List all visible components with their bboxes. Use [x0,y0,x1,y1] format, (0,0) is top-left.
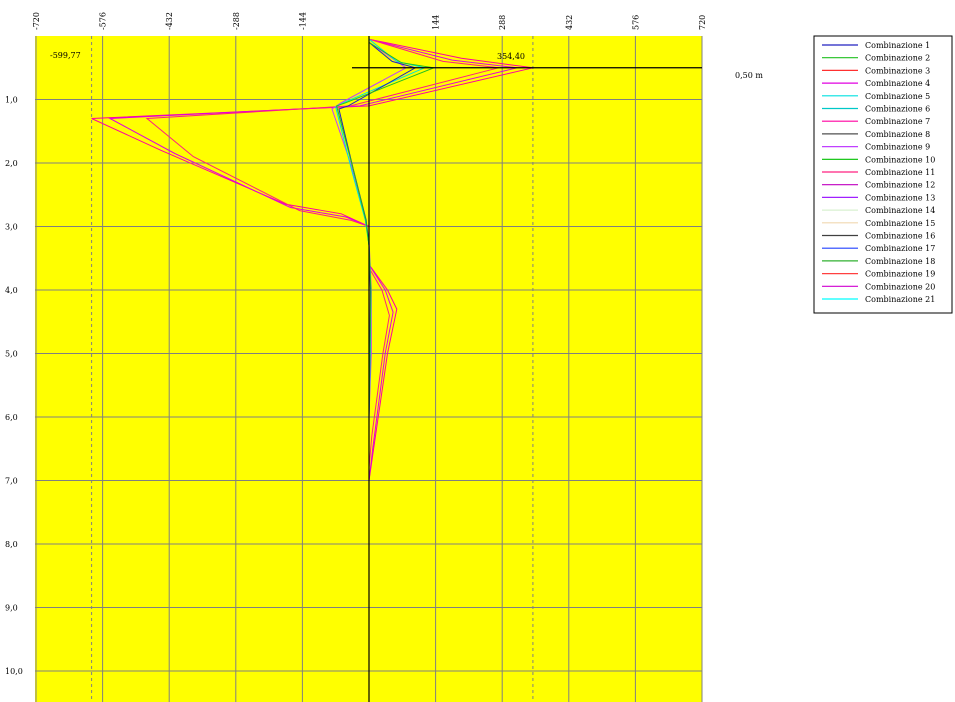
legend-entry: Combinazione 17 [865,244,935,253]
legend-entry: Combinazione 14 [865,206,935,215]
max-value-label: 354,40 [497,52,525,61]
level-label: 0,50 m [735,71,763,80]
curve-line [145,38,499,697]
min-max-guides [91,36,534,702]
axes [352,36,702,702]
legend-entry: Combinazione 4 [865,79,930,88]
legend-entry: Combinazione 13 [865,193,935,202]
y-tick-label: 6,0 [5,413,18,422]
legend-entry: Combinazione 8 [865,130,930,139]
legend-entry: Combinazione 15 [865,219,935,228]
y-tick-label: 9,0 [5,604,18,613]
legend-entry: Combinazione 6 [865,105,930,114]
x-tick-label: -288 [232,12,241,30]
legend-entry: Combinazione 18 [865,257,935,266]
x-tick-label: -144 [298,12,307,30]
min-value-label: -599,77 [50,51,81,60]
curve-line [91,38,534,697]
annotations: -599,77 354,40 0,50 m [50,51,763,80]
y-tick-label: 2,0 [5,159,18,168]
curve-line [335,41,436,697]
y-tick-labels: 1,0 2,0 3,0 4,0 5,0 6,0 7,0 8,0 9,0 10,0 [5,96,23,677]
legend-entry: Combinazione 1 [865,41,930,50]
y-tick-label: 1,0 [5,96,18,105]
y-tick-label: 7,0 [5,477,18,486]
legend: Combinazione 1 Combinazione 2 Combinazione… [813,35,953,314]
x-tick-label: -432 [165,12,174,30]
legend-entry: Combinazione 2 [865,54,930,63]
legend-box [813,35,953,314]
legend-entry: Combinazione 21 [865,295,935,304]
legend-entry: Combinazione 7 [865,117,930,126]
legend-entry: Combinazione 3 [865,66,930,75]
y-tick-label: 4,0 [5,286,18,295]
legend-entry: Combinazione 16 [865,232,935,241]
y-tick-label: 10,0 [5,667,23,676]
x-tick-label: 576 [631,15,640,30]
legend-entry: Combinazione 12 [865,181,935,190]
y-tick-label: 8,0 [5,540,18,549]
y-tick-label: 5,0 [5,350,18,359]
x-tick-labels: -720 -576 -432 -288 -144 144 288 432 576 720 [32,12,707,30]
curve-line [108,38,518,697]
legend-entry: Combinazione 20 [865,282,935,291]
legend-entry: Combinazione 19 [865,270,935,279]
x-tick-label: 432 [565,15,574,30]
x-tick-label: -576 [99,12,108,30]
moment-curves [91,38,534,697]
x-tick-label: 720 [698,15,707,30]
legend-entry: Combinazione 5 [865,92,930,101]
legend-entry: Combinazione 11 [865,168,935,177]
legend-entry: Combinazione 9 [865,143,930,152]
x-tick-label: -720 [32,12,41,30]
x-tick-label: 144 [432,15,441,30]
legend-entry: Combinazione 10 [865,155,935,164]
y-tick-label: 3,0 [5,223,18,232]
x-tick-label: 288 [498,15,507,30]
